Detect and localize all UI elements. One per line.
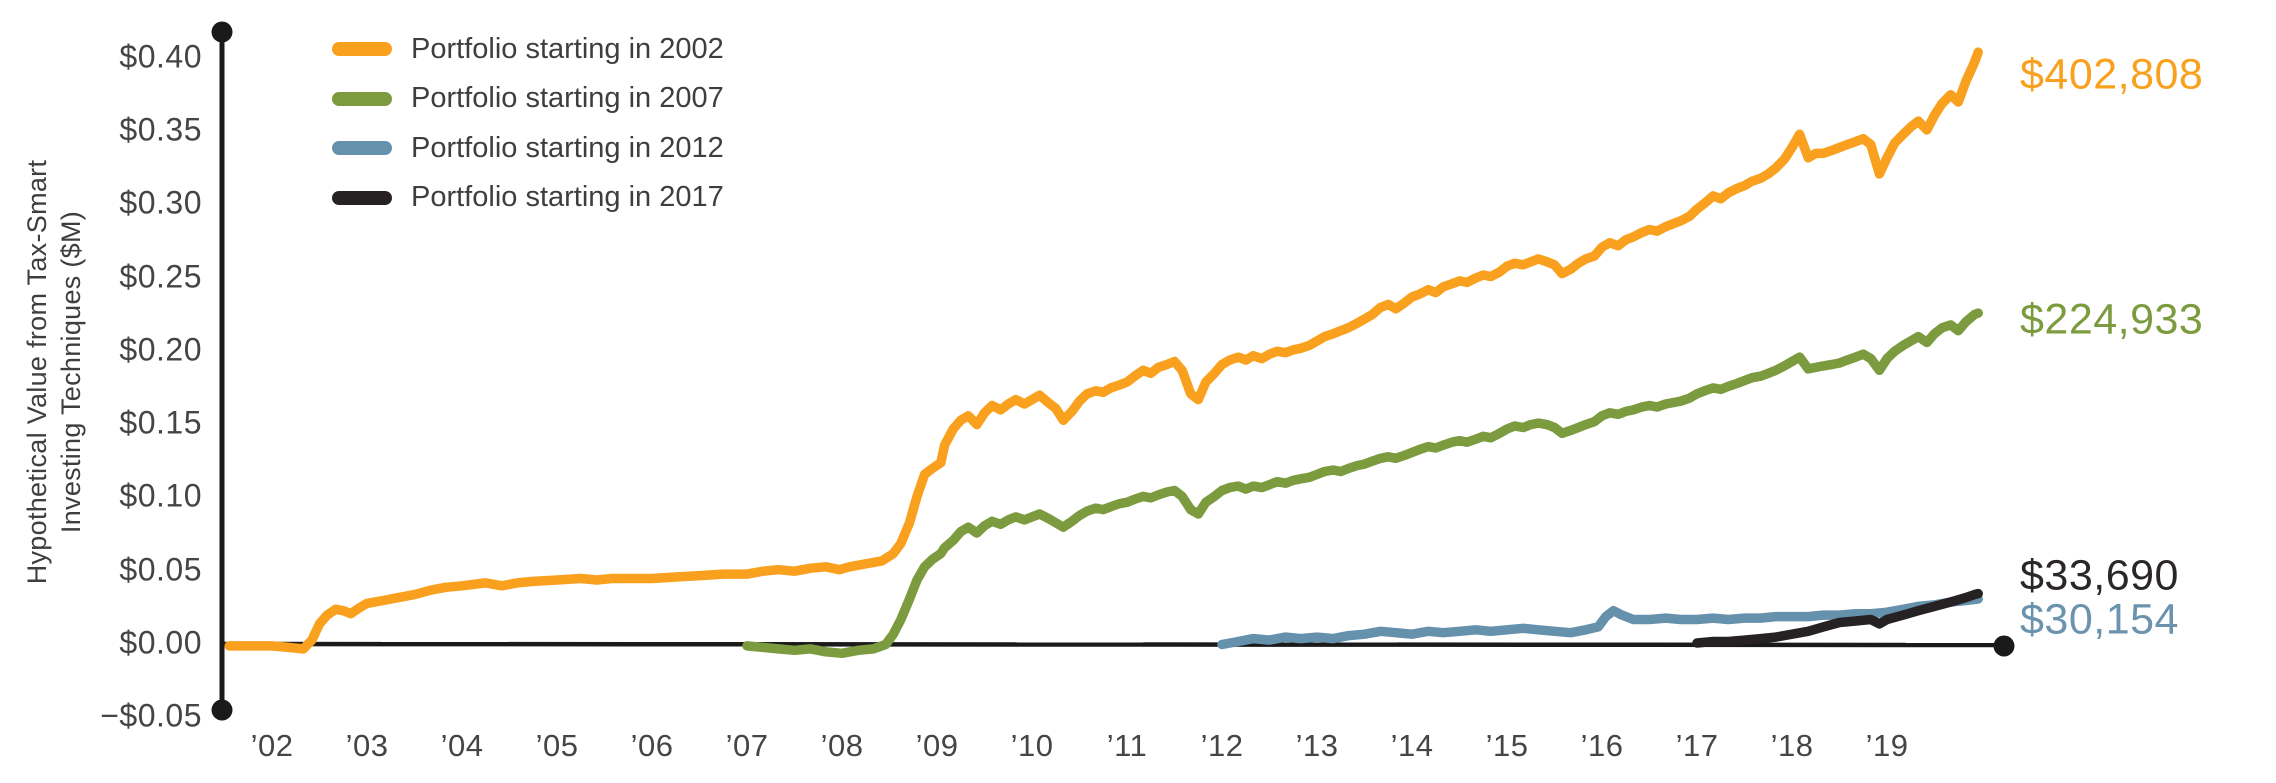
series-line-2017 — [1692, 588, 1983, 648]
legend-swatch-icon — [332, 141, 392, 155]
x-tick-label: ’10 — [1010, 728, 1054, 763]
y-axis-top-dot — [211, 21, 233, 43]
x-tick-label: ’09 — [915, 728, 959, 763]
x-tick-label: ’08 — [820, 728, 864, 763]
legend-label: Portfolio starting in 2002 — [411, 32, 724, 65]
x-tick-label: ’11 — [1106, 728, 1148, 763]
y-tick-label: $0.00 — [119, 624, 202, 661]
x-tick-label: ’03 — [345, 728, 389, 763]
x-tick-label: ’17 — [1675, 728, 1719, 763]
legend-swatch-icon — [332, 42, 392, 56]
legend-label: Portfolio starting in 2012 — [411, 131, 724, 164]
legend-item-2017: Portfolio starting in 2017 — [332, 174, 724, 222]
y-tick-label: $0.25 — [119, 258, 202, 294]
legend-label: Portfolio starting in 2017 — [411, 181, 724, 213]
legend-item-2002: Portfolio starting in 2002 — [332, 25, 724, 73]
x-tick-label: ’13 — [1295, 728, 1339, 763]
y-tick-label: −$0.05 — [100, 697, 202, 734]
y-tick-label: $0.10 — [119, 477, 202, 514]
series-line-2007 — [742, 308, 1983, 659]
series-line-2002 — [224, 47, 1983, 654]
x-tick-label: ’07 — [725, 728, 769, 763]
x-tick-label: ’14 — [1390, 728, 1434, 763]
y-tick-label: $0.05 — [119, 551, 202, 588]
y-axis-bottom-dot — [211, 699, 233, 721]
x-tick-label: ’04 — [440, 728, 484, 763]
end-value-label-2012: $30,154 — [2020, 595, 2179, 644]
end-value-label-2002: $402,808 — [2020, 50, 2204, 99]
x-tick-label: ’12 — [1200, 728, 1244, 763]
x-axis-end-dot — [1993, 635, 2015, 657]
y-tick-label: $0.40 — [119, 38, 202, 75]
x-tick-label: ’15 — [1485, 728, 1529, 763]
x-tick-label: ’06 — [630, 728, 674, 763]
y-tick-label: $0.20 — [119, 331, 202, 368]
legend-item-2007: Portfolio starting in 2007 — [332, 75, 724, 123]
x-tick-label: ’02 — [250, 728, 294, 763]
legend-item-2012: Portfolio starting in 2012 — [332, 124, 724, 172]
x-tick-label: ’18 — [1770, 728, 1814, 763]
y-tick-label: $0.15 — [119, 404, 202, 441]
legend-swatch-icon — [332, 190, 392, 205]
x-tick-label: ’19 — [1865, 728, 1909, 763]
y-tick-label: $0.35 — [119, 111, 202, 148]
end-value-label-2017: $33,690 — [2020, 551, 2179, 600]
legend-swatch-icon — [332, 91, 392, 106]
end-value-label-2007: $224,933 — [2020, 295, 2204, 344]
legend-label: Portfolio starting in 2007 — [411, 82, 724, 114]
x-tick-label: ’16 — [1580, 728, 1624, 763]
x-tick-label: ’05 — [535, 728, 579, 763]
y-tick-label: $0.30 — [119, 184, 202, 221]
series-line-2012 — [1217, 594, 1983, 650]
